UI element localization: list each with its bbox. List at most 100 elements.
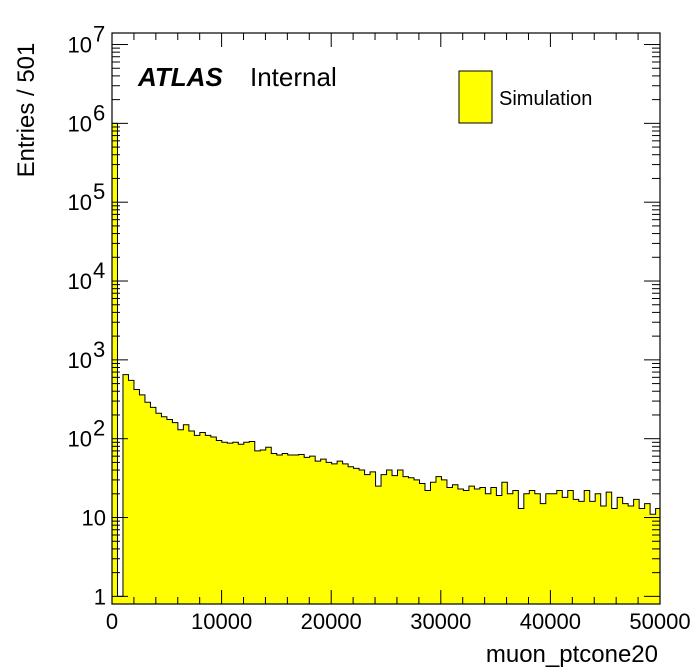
histogram-bin	[238, 444, 245, 604]
histogram-bin	[348, 466, 355, 604]
x-tick-label: 40000	[520, 609, 581, 634]
histogram-bin	[364, 474, 371, 604]
histogram-bin	[578, 501, 585, 604]
histogram-bin	[408, 477, 415, 604]
histogram-bin	[452, 484, 459, 604]
histogram-bin	[430, 482, 437, 604]
x-tick-label: 0	[106, 609, 118, 634]
histogram-bin	[529, 490, 536, 604]
histogram-bin	[221, 442, 228, 604]
histogram-bin	[403, 476, 409, 604]
histogram-bin	[606, 492, 613, 604]
histogram-bin	[463, 490, 470, 604]
histogram-bin	[166, 419, 173, 604]
histogram-bin	[177, 429, 184, 604]
histogram-bin	[584, 490, 591, 604]
histogram-bin	[331, 463, 338, 604]
y-tick-exponent: 5	[93, 179, 105, 204]
histogram-bin	[155, 413, 162, 604]
histogram-bin	[540, 503, 547, 604]
internal-label: Internal	[250, 62, 337, 92]
histogram-bin	[414, 479, 420, 604]
histogram-bin	[150, 407, 157, 604]
histogram-bin	[518, 508, 525, 604]
histogram-bin	[424, 490, 431, 604]
histogram-bin	[260, 449, 267, 604]
x-tick-label: 10000	[191, 609, 252, 634]
histogram-bin	[309, 456, 316, 604]
histogram-bin	[628, 506, 635, 604]
histogram-bin	[139, 394, 146, 604]
x-axis-title: muon_ptcone20	[486, 641, 658, 668]
legend-label-simulation: Simulation	[499, 88, 592, 110]
histogram-bin	[232, 442, 239, 604]
y-tick-label: 10	[82, 506, 106, 531]
plot-frame	[111, 32, 661, 605]
histogram-bin	[485, 493, 492, 604]
histogram-bin	[496, 495, 503, 604]
y-tick-exponent: 7	[93, 22, 105, 47]
y-axis-title: Entries / 501	[13, 43, 40, 178]
histogram-bin	[523, 493, 530, 604]
histogram-bin	[507, 493, 514, 604]
y-tick-label: 10	[68, 190, 92, 215]
histogram-bin	[617, 497, 624, 604]
histogram-bin	[144, 402, 151, 604]
histogram-outline	[111, 122, 661, 604]
y-tick-label: 10	[68, 269, 92, 294]
histogram-bin	[227, 443, 234, 604]
histogram-bin	[342, 463, 349, 604]
x-tick-label: 20000	[301, 609, 362, 634]
legend: Simulation	[458, 70, 592, 124]
histogram-bin	[337, 461, 344, 604]
histogram-bin	[172, 422, 179, 604]
histogram-bin	[501, 482, 508, 604]
histogram-bin	[282, 453, 289, 604]
histogram-bin	[117, 596, 124, 604]
histogram-bin	[639, 508, 646, 604]
histogram-bin	[490, 487, 497, 604]
histogram-bin	[567, 490, 574, 604]
histogram-bin	[210, 437, 217, 604]
x-tick-label: 50000	[629, 609, 690, 634]
histogram-bin	[298, 454, 305, 604]
histogram-bin	[479, 487, 486, 604]
histogram-bin	[381, 474, 387, 604]
histogram-bin	[441, 479, 448, 604]
histogram-bin	[199, 432, 206, 604]
histogram-bin	[370, 471, 376, 604]
histogram-bin	[304, 457, 311, 604]
histogram-bin	[644, 503, 651, 604]
histogram-bin	[392, 475, 398, 604]
histogram-bars	[112, 123, 661, 605]
atlas-label: ATLAS	[137, 62, 223, 92]
histogram-bin	[551, 493, 558, 604]
histogram-bin	[320, 459, 327, 604]
histogram-bin	[216, 440, 223, 604]
histogram-bin	[375, 486, 382, 604]
histogram-bin	[457, 489, 464, 604]
x-tick-label: 30000	[410, 609, 471, 634]
histogram-bin	[655, 508, 661, 604]
y-tick-exponent: 4	[93, 258, 105, 283]
histogram-bin	[122, 374, 129, 604]
histogram-bin	[315, 461, 322, 604]
legend-swatch-simulation	[458, 70, 493, 124]
y-tick-label: 10	[68, 427, 92, 452]
histogram-bin	[276, 455, 283, 604]
histogram-bin	[589, 501, 596, 604]
histogram-bin	[622, 503, 629, 604]
histogram-bin	[595, 493, 602, 604]
y-tick-label: 10	[68, 33, 92, 58]
histogram-bin	[205, 435, 212, 604]
histogram-bin	[545, 493, 552, 604]
histogram-bin	[556, 490, 563, 604]
histogram-bin	[534, 493, 541, 604]
histogram-bin	[573, 499, 580, 604]
histogram-bin	[468, 486, 475, 604]
histogram-bin	[249, 441, 256, 604]
histogram-bin	[512, 490, 519, 604]
histogram-bin	[128, 380, 135, 604]
